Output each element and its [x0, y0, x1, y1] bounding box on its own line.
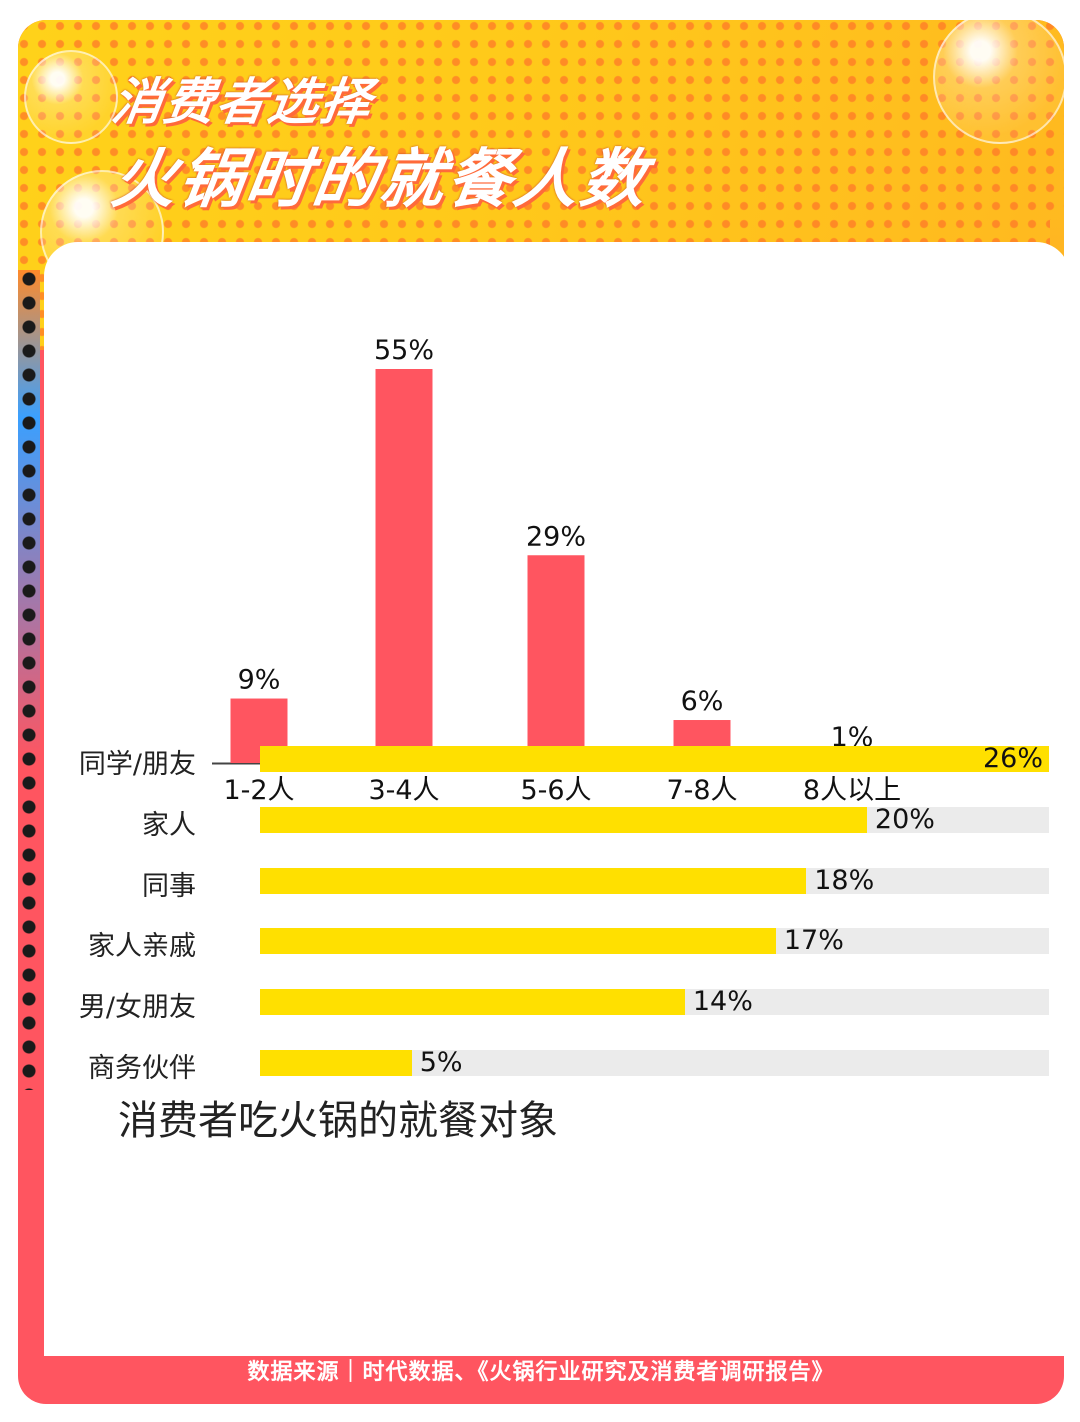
hbar-value-label: 20% [874, 804, 935, 835]
bar-2 [375, 369, 433, 763]
bar-value-label: 9% [238, 665, 281, 696]
hbar-fill [260, 928, 776, 954]
hbar-fill [260, 807, 867, 833]
x-tick-label: 1-2人 [223, 775, 294, 806]
hbar-fill [260, 1050, 412, 1076]
hbar-category-label: 家人亲戚 [88, 931, 196, 962]
hbar-row: 同学/朋友 26% [44, 743, 1064, 780]
hbar-category-label: 男/女朋友 [78, 992, 196, 1023]
hbar-category-label: 商务伙伴 [88, 1053, 196, 1084]
hbar-value-label: 18% [814, 865, 875, 896]
bubble-decoration [24, 50, 118, 144]
hbar-value-label: 17% [783, 925, 844, 956]
x-tick-label: 8人以上 [803, 775, 901, 806]
hbar-value-label: 14% [692, 986, 753, 1017]
x-tick-label: 3-4人 [368, 775, 439, 806]
hbar-fill [260, 868, 807, 894]
hbar-category-label: 同学/朋友 [78, 749, 196, 780]
hbar-row: 家人亲戚 17% [44, 925, 1064, 962]
hbar-value-label: 5% [419, 1047, 463, 1078]
bar-3 [527, 555, 585, 763]
hbar-value-label: 26% [983, 743, 1044, 774]
bubble-decoration [933, 20, 1064, 144]
companion-chart-title: 消费者吃火锅的就餐对象 [118, 1098, 558, 1144]
hbar-fill [260, 746, 1049, 772]
hbar-category-label: 家人 [142, 810, 196, 841]
footer-source: 数据来源｜时代数据、《火锅行业研究及消费者调研报告》 [247, 1360, 835, 1385]
bar-value-label: 55% [374, 335, 434, 366]
poster-frame: 消费者选择 火锅时的就餐人数 9% 1-2人 55% 3-4人 29% 5-6人 6% 7-8… [18, 20, 1064, 1404]
hbar-row: 同事 18% [44, 865, 1064, 902]
bar-value-label: 6% [681, 686, 724, 717]
hbar-row: 商务伙伴 5% [44, 1047, 1064, 1084]
hbar-row: 男/女朋友 14% [44, 986, 1064, 1023]
hbar-fill [260, 989, 685, 1015]
header-title-line2: 火锅时的就餐人数 [106, 143, 654, 217]
x-tick-label: 5-6人 [520, 775, 591, 806]
bar-value-label: 29% [526, 521, 586, 552]
x-tick-label: 7-8人 [666, 775, 737, 806]
hbar-category-label: 同事 [142, 871, 196, 902]
content-card: 9% 1-2人 55% 3-4人 29% 5-6人 6% 7-8人 1% 8人以上 消费者吃火锅的… [44, 242, 1064, 1356]
left-decorative-stripe [18, 270, 40, 1090]
hbar-row: 家人 20% [44, 804, 1064, 841]
header-title-line1: 消费者选择 [108, 73, 377, 131]
